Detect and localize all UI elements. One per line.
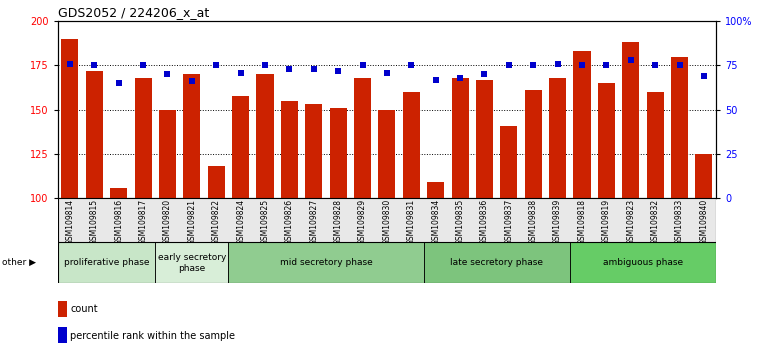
Text: GSM109816: GSM109816 <box>114 199 123 245</box>
Text: GSM109827: GSM109827 <box>310 199 318 245</box>
Text: mid secretory phase: mid secretory phase <box>280 258 373 267</box>
Point <box>380 70 393 75</box>
Text: GSM109822: GSM109822 <box>212 199 221 245</box>
Point <box>234 70 246 75</box>
Point <box>283 66 296 72</box>
Text: GSM109817: GSM109817 <box>139 199 148 245</box>
Bar <box>570 242 716 283</box>
Point <box>430 77 442 82</box>
Text: count: count <box>70 304 98 314</box>
Text: GSM109819: GSM109819 <box>602 199 611 245</box>
Bar <box>110 188 127 198</box>
Bar <box>549 78 566 198</box>
Text: GSM109814: GSM109814 <box>65 199 75 245</box>
Bar <box>232 96 249 198</box>
Point <box>551 61 564 67</box>
Text: GSM109838: GSM109838 <box>529 199 537 245</box>
Point <box>112 80 125 86</box>
Bar <box>574 51 591 198</box>
Bar <box>156 242 229 283</box>
Text: percentile rank within the sample: percentile rank within the sample <box>70 331 235 341</box>
Text: GSM109829: GSM109829 <box>358 199 367 245</box>
Point <box>64 61 76 67</box>
Point <box>601 63 613 68</box>
Point <box>88 63 100 68</box>
Text: GSM109831: GSM109831 <box>407 199 416 245</box>
Bar <box>85 71 103 198</box>
Point <box>503 63 515 68</box>
Text: GSM109818: GSM109818 <box>578 199 587 245</box>
Text: GSM109832: GSM109832 <box>651 199 660 245</box>
Text: GSM109825: GSM109825 <box>260 199 269 245</box>
Bar <box>378 110 396 198</box>
Text: GSM109826: GSM109826 <box>285 199 294 245</box>
Bar <box>135 78 152 198</box>
Point <box>649 63 661 68</box>
Text: other ▶: other ▶ <box>2 258 35 267</box>
Point <box>576 63 588 68</box>
Point <box>624 57 637 63</box>
Text: GSM109815: GSM109815 <box>90 199 99 245</box>
Point <box>357 63 369 68</box>
Text: GSM109839: GSM109839 <box>553 199 562 245</box>
Bar <box>256 74 273 198</box>
Bar <box>208 166 225 198</box>
Text: GSM109835: GSM109835 <box>456 199 464 245</box>
Point <box>405 63 417 68</box>
Text: GSM109823: GSM109823 <box>626 199 635 245</box>
Bar <box>647 92 664 198</box>
Text: GSM109837: GSM109837 <box>504 199 514 245</box>
Bar <box>476 80 493 198</box>
Text: proliferative phase: proliferative phase <box>64 258 149 267</box>
Point <box>454 75 466 81</box>
Text: GSM109840: GSM109840 <box>699 199 708 245</box>
Point <box>137 63 149 68</box>
Point <box>478 72 490 77</box>
Text: GSM109836: GSM109836 <box>480 199 489 245</box>
Point <box>527 63 539 68</box>
Text: early secretory
phase: early secretory phase <box>158 253 226 273</box>
Text: GDS2052 / 224206_x_at: GDS2052 / 224206_x_at <box>58 6 209 19</box>
Text: late secretory phase: late secretory phase <box>450 258 543 267</box>
Bar <box>451 78 469 198</box>
Bar <box>403 92 420 198</box>
Point <box>259 63 271 68</box>
Point <box>673 63 685 68</box>
Bar <box>229 242 424 283</box>
Point <box>186 79 198 84</box>
Point <box>161 72 173 77</box>
Bar <box>330 108 346 198</box>
Bar <box>622 42 639 198</box>
Bar <box>598 83 615 198</box>
Text: GSM109833: GSM109833 <box>675 199 684 245</box>
Bar <box>281 101 298 198</box>
Bar <box>695 154 712 198</box>
Bar <box>305 104 323 198</box>
Text: GSM109820: GSM109820 <box>163 199 172 245</box>
Bar <box>159 110 176 198</box>
Bar <box>58 242 156 283</box>
Point <box>698 73 710 79</box>
Bar <box>524 90 542 198</box>
Point <box>332 68 344 74</box>
Text: GSM109834: GSM109834 <box>431 199 440 245</box>
Point <box>307 66 320 72</box>
Bar <box>500 126 517 198</box>
Bar <box>671 57 688 198</box>
Bar <box>62 39 79 198</box>
Text: ambiguous phase: ambiguous phase <box>603 258 683 267</box>
Text: GSM109828: GSM109828 <box>333 199 343 245</box>
Text: GSM109824: GSM109824 <box>236 199 245 245</box>
Point <box>210 63 223 68</box>
Text: GSM109830: GSM109830 <box>383 199 391 245</box>
Bar <box>427 182 444 198</box>
Bar <box>183 74 200 198</box>
Text: GSM109821: GSM109821 <box>187 199 196 245</box>
Bar <box>354 78 371 198</box>
Bar <box>424 242 570 283</box>
